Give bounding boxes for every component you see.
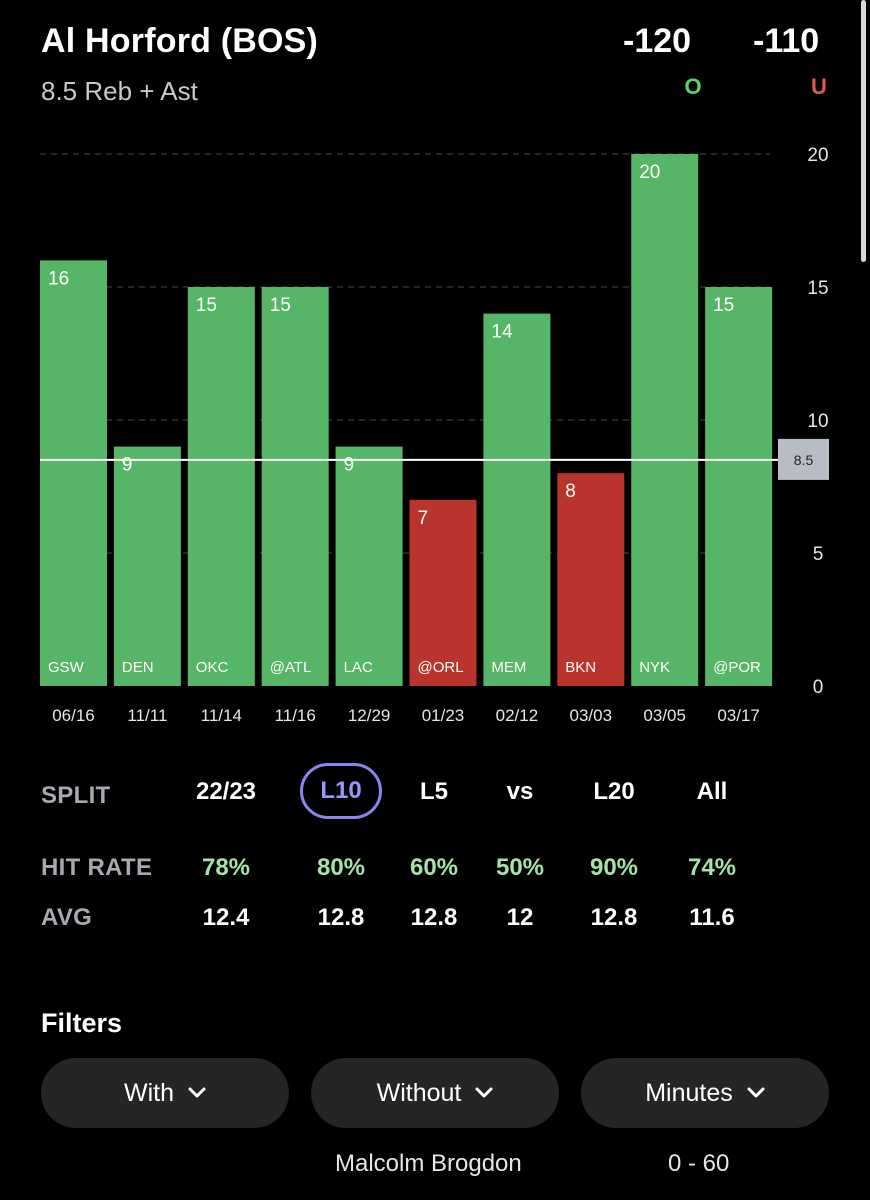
split-tab-all[interactable]: All	[696, 778, 728, 805]
line-tag-label: 8.5	[794, 452, 814, 468]
over-label: O	[684, 74, 702, 99]
x-tick-label: 11/11	[127, 706, 167, 725]
scrollbar[interactable]	[861, 0, 866, 262]
hit-rate-value: 78%	[201, 854, 251, 881]
bar[interactable]	[261, 287, 329, 686]
opponent-label: @ORL	[418, 659, 464, 676]
bar-value-label: 20	[639, 162, 660, 183]
with-filter-label: With	[124, 1078, 174, 1107]
bar[interactable]	[409, 499, 477, 686]
split-tab-vs[interactable]: vs	[506, 778, 534, 805]
bar[interactable]	[113, 446, 181, 686]
hit-rate-value: 60%	[409, 854, 459, 881]
x-tick-label: 02/12	[496, 706, 539, 725]
opponent-label: BKN	[565, 659, 596, 676]
opponent-label: DEN	[122, 659, 154, 676]
y-tick-label: 15	[807, 278, 828, 299]
with-filter-button[interactable]: With	[41, 1058, 289, 1128]
avg-value: 12.8	[410, 904, 458, 931]
opponent-label: @ATL	[270, 659, 312, 676]
y-tick-label: 5	[813, 544, 824, 565]
split-tab-l10[interactable]: L10	[300, 763, 382, 819]
avg-value: 12.8	[317, 904, 365, 931]
opponent-label: LAC	[344, 659, 373, 676]
avg-value: 11.6	[689, 904, 735, 931]
split-tab-l20[interactable]: L20	[593, 778, 635, 805]
avg-value: 12.8	[590, 904, 638, 931]
y-tick-label: 10	[807, 411, 828, 432]
filters-title: Filters	[41, 1008, 123, 1038]
hit-rate-label: HIT RATE	[41, 854, 153, 881]
bar-value-label: 16	[48, 268, 69, 289]
bar[interactable]	[187, 287, 255, 686]
bar-value-label: 15	[196, 295, 217, 316]
minutes-filter-label: Minutes	[645, 1078, 733, 1107]
bar-chart: 0 5 10 15 20 16 GSW 06/16 9 DEN 11/11 15 OKC 11/14 15 @…	[40, 145, 829, 725]
chevron-down-icon	[188, 1087, 206, 1098]
under-odds[interactable]: -110	[753, 22, 820, 60]
without-filter-value: Malcolm Brogdon	[335, 1150, 522, 1177]
bar-value-label: 14	[491, 322, 513, 343]
hit-rate-value: 74%	[687, 854, 737, 881]
opponent-label: GSW	[48, 659, 85, 676]
x-tick-label: 11/14	[201, 706, 242, 725]
line-tag	[778, 438, 829, 480]
hit-rate-value: 50%	[495, 854, 545, 881]
bar-value-label: 7	[418, 508, 429, 529]
avg-value: 12.4	[202, 904, 250, 931]
over-odds[interactable]: -120	[623, 22, 692, 60]
hit-rate-value: 80%	[316, 854, 366, 881]
x-tick-label: 01/23	[422, 706, 465, 725]
opponent-label: OKC	[196, 659, 229, 676]
bar-value-label: 15	[270, 295, 291, 316]
chevron-down-icon	[747, 1087, 765, 1098]
without-filter-label: Without	[376, 1078, 462, 1107]
under-label: U	[811, 74, 827, 99]
split-label: SPLIT	[41, 782, 111, 809]
bar-value-label: 15	[713, 295, 734, 316]
minutes-filter-value: 0 - 60	[668, 1150, 730, 1177]
player-name: Al Horford (BOS)	[41, 22, 319, 60]
hit-rate-value: 90%	[589, 854, 639, 881]
without-filter-button[interactable]: Without	[311, 1058, 559, 1128]
x-tick-label: 03/03	[570, 706, 613, 725]
bar[interactable]	[557, 473, 625, 686]
split-tab-l5[interactable]: L5	[419, 778, 448, 805]
bar-value-label: 9	[344, 455, 355, 476]
x-tick-label: 03/05	[643, 706, 686, 725]
header: Al Horford (BOS) 8.5 Reb + Ast -120 -110…	[41, 22, 841, 112]
bar[interactable]	[335, 446, 403, 686]
x-tick-label: 11/16	[275, 706, 316, 725]
split-tab-2223[interactable]: 22/23	[195, 778, 257, 805]
x-tick-label: 03/17	[717, 706, 760, 725]
prop-line: 8.5 Reb + Ast	[41, 76, 198, 106]
bar-value-label: 9	[122, 455, 133, 476]
bar-value-label: 8	[565, 481, 576, 502]
bar[interactable]	[483, 313, 551, 686]
y-tick-label: 20	[807, 145, 828, 166]
x-tick-label: 06/16	[52, 706, 95, 725]
opponent-label: @POR	[713, 659, 761, 676]
opponent-label: NYK	[639, 659, 670, 676]
bar[interactable]	[705, 287, 773, 686]
avg-value: 12	[506, 904, 534, 931]
chevron-down-icon	[475, 1087, 493, 1098]
y-tick-label: 0	[813, 677, 824, 698]
avg-label: AVG	[41, 904, 93, 931]
minutes-filter-button[interactable]: Minutes	[581, 1058, 829, 1128]
bar[interactable]	[631, 154, 699, 686]
bar[interactable]	[40, 260, 107, 686]
opponent-label: MEM	[491, 659, 526, 676]
x-tick-label: 12/29	[348, 706, 391, 725]
